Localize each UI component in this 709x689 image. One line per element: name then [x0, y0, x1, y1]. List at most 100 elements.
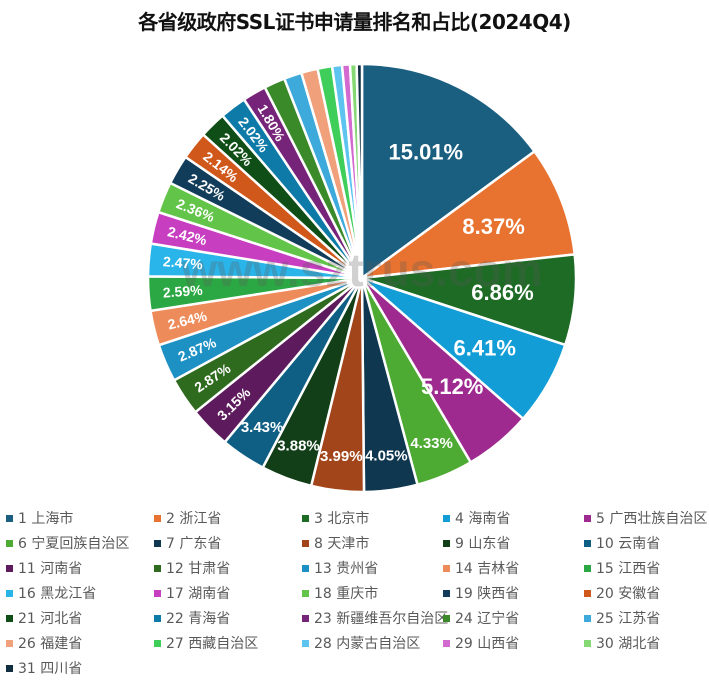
- legend-label: 18 重庆市: [314, 586, 379, 602]
- legend-label: 8 天津市: [314, 536, 370, 552]
- legend-swatch: [6, 589, 13, 597]
- legend-label: 15 江西省: [596, 561, 661, 577]
- legend-swatch: [154, 539, 161, 547]
- legend-swatch: [302, 514, 309, 522]
- slice-label: 3.43%: [241, 419, 284, 436]
- legend-swatch: [6, 514, 13, 522]
- chart-title: 各省级政府SSL证书申请量排名和占比(2024Q4): [138, 10, 571, 34]
- legend-swatch: [443, 514, 450, 522]
- legend-item[interactable]: 18 重庆市: [302, 583, 378, 603]
- legend-swatch: [302, 614, 309, 622]
- legend-swatch: [154, 564, 161, 572]
- legend-item[interactable]: 14 吉林省: [443, 558, 519, 578]
- legend-label: 2 浙江省: [166, 511, 222, 527]
- legend-swatch: [443, 639, 450, 647]
- legend-swatch: [154, 589, 161, 597]
- legend-item[interactable]: 16 黑龙江省: [6, 583, 96, 603]
- legend-swatch: [6, 614, 13, 622]
- slice-label: 8.37%: [462, 214, 524, 239]
- legend-item[interactable]: 21 河北省: [6, 608, 82, 628]
- legend-label: 13 贵州省: [314, 561, 379, 577]
- legend-swatch: [443, 589, 450, 597]
- legend-label: 23 新疆维吾尔自治区: [314, 611, 449, 627]
- legend-label: 3 北京市: [314, 511, 370, 527]
- pie-chart: www.sztrus.com 15.01% 8.37% 6.86% 6.41% 5.12%…: [146, 62, 578, 494]
- legend-swatch: [6, 539, 13, 547]
- slice-label: 3.88%: [277, 438, 320, 455]
- pie-slice: [360, 62, 537, 281]
- legend-swatch: [584, 514, 591, 522]
- legend-item[interactable]: 13 贵州省: [302, 558, 378, 578]
- legend-label: 1 上海市: [18, 511, 74, 527]
- slice-label: 3.99%: [320, 448, 363, 465]
- legend-swatch: [6, 664, 13, 672]
- legend-label: 6 宁夏回族自治区: [18, 536, 130, 552]
- legend-swatch: [584, 639, 591, 647]
- slice-label: 4.33%: [410, 435, 453, 452]
- legend-label: 19 陕西省: [455, 586, 520, 602]
- legend-item[interactable]: 19 陕西省: [443, 583, 519, 603]
- legend-label: 9 山东省: [455, 536, 511, 552]
- legend-label: 27 西藏自治区: [166, 636, 259, 652]
- legend-label: 30 湖北省: [596, 636, 661, 652]
- slice-label: 6.41%: [454, 335, 516, 360]
- legend-item[interactable]: 10 云南省: [584, 533, 660, 553]
- legend-item[interactable]: 3 北京市: [302, 508, 369, 528]
- legend-item[interactable]: 31 四川省: [6, 658, 82, 678]
- legend-item[interactable]: 24 辽宁省: [443, 608, 519, 628]
- pie-slice: [355, 62, 364, 279]
- slice-label: 4.05%: [365, 448, 408, 465]
- legend-swatch: [302, 589, 309, 597]
- legend-item[interactable]: 28 内蒙古自治区: [302, 633, 420, 653]
- legend-item[interactable]: 22 青海省: [154, 608, 230, 628]
- legend-swatch: [154, 614, 161, 622]
- legend-item[interactable]: 23 新疆维吾尔自治区: [302, 608, 448, 628]
- legend-swatch: [584, 564, 591, 572]
- legend-label: 21 河北省: [18, 611, 83, 627]
- legend-item[interactable]: 7 广东省: [154, 533, 221, 553]
- legend-item[interactable]: 11 河南省: [6, 558, 82, 578]
- legend-label: 5 广西壮族自治区: [596, 511, 708, 527]
- legend-swatch: [154, 514, 161, 522]
- legend-item[interactable]: 4 海南省: [443, 508, 510, 528]
- legend-label: 7 广东省: [166, 536, 222, 552]
- legend-item[interactable]: 8 天津市: [302, 533, 369, 553]
- slice-label: 2.59%: [162, 282, 203, 301]
- legend-item[interactable]: 30 湖北省: [584, 633, 660, 653]
- slice-label: 6.86%: [471, 280, 533, 305]
- legend-item[interactable]: 17 湖南省: [154, 583, 230, 603]
- legend-label: 17 湖南省: [166, 586, 231, 602]
- legend-swatch: [302, 639, 309, 647]
- legend-item[interactable]: 15 江西省: [584, 558, 660, 578]
- legend-swatch: [6, 564, 13, 572]
- legend-item[interactable]: 27 西藏自治区: [154, 633, 258, 653]
- legend-item[interactable]: 20 安徽省: [584, 583, 660, 603]
- legend-label: 26 福建省: [18, 636, 83, 652]
- slice-label: 5.12%: [421, 374, 483, 399]
- legend-item[interactable]: 26 福建省: [6, 633, 82, 653]
- legend-item[interactable]: 5 广西壮族自治区: [584, 508, 707, 528]
- legend-label: 12 甘肃省: [166, 561, 231, 577]
- legend-swatch: [443, 614, 450, 622]
- legend-label: 11 河南省: [18, 561, 83, 577]
- legend-item[interactable]: 25 江苏省: [584, 608, 660, 628]
- legend-swatch: [584, 614, 591, 622]
- legend-swatch: [443, 539, 450, 547]
- watermark: www.sztrus.com: [180, 244, 542, 296]
- legend-item[interactable]: 29 山西省: [443, 633, 519, 653]
- legend-label: 29 山西省: [455, 636, 520, 652]
- legend-item[interactable]: 9 山东省: [443, 533, 510, 553]
- legend-label: 22 青海省: [166, 611, 231, 627]
- legend-label: 10 云南省: [596, 536, 661, 552]
- legend-swatch: [6, 639, 13, 647]
- legend-item[interactable]: 2 浙江省: [154, 508, 221, 528]
- legend-item[interactable]: 1 上海市: [6, 508, 73, 528]
- pie-slice: [357, 149, 577, 280]
- legend-swatch: [154, 639, 161, 647]
- legend-label: 14 吉林省: [455, 561, 520, 577]
- legend-label: 24 辽宁省: [455, 611, 520, 627]
- legend-item[interactable]: 6 宁夏回族自治区: [6, 533, 129, 553]
- legend-label: 20 安徽省: [596, 586, 661, 602]
- legend-item[interactable]: 12 甘肃省: [154, 558, 230, 578]
- slice-label: 2.47%: [162, 253, 203, 272]
